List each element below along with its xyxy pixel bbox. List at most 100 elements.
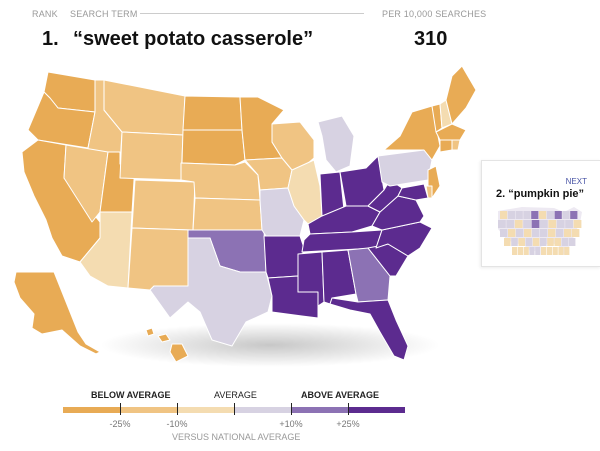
state-sd[interactable] xyxy=(181,129,246,166)
legend-tick xyxy=(120,403,121,415)
legend-tick-label: +25% xyxy=(336,419,360,429)
legend-swatch xyxy=(348,407,405,413)
thumbnail-cell xyxy=(523,247,529,255)
thumbnail-cell xyxy=(535,247,541,255)
rate-value: 310 xyxy=(414,28,448,50)
legend-tick-label: -10% xyxy=(166,419,188,429)
thumbnail-cell xyxy=(531,211,539,219)
us-choropleth-map xyxy=(13,65,477,367)
legend-tick-label: +10% xyxy=(279,419,303,429)
thumbnail-cell xyxy=(548,229,556,237)
thumbnail-cell xyxy=(515,211,523,219)
next-term-title[interactable]: 2. “pumpkin pie” xyxy=(496,188,585,200)
legend-color-bar xyxy=(63,407,405,413)
state-ct[interactable] xyxy=(439,139,453,153)
thumbnail-cell xyxy=(540,238,547,246)
state-nd[interactable] xyxy=(182,95,243,131)
state-az[interactable] xyxy=(79,211,133,289)
thumbnail-cell xyxy=(523,220,531,228)
thumbnail-cell xyxy=(529,247,535,255)
legend-swatch xyxy=(234,407,291,413)
thumbnail-cell xyxy=(556,220,565,228)
thumbnail-cell xyxy=(514,220,523,228)
thumbnail-cell xyxy=(532,229,540,237)
thumbnail-cell xyxy=(547,238,554,246)
thumbnail-cell xyxy=(558,247,564,255)
thumbnail-cell xyxy=(564,247,570,255)
thumbnail-cell xyxy=(564,229,572,237)
rank-header: RANK xyxy=(32,9,58,19)
legend-average-label: AVERAGE xyxy=(214,390,257,400)
state-md[interactable] xyxy=(397,183,429,201)
per-searches-header: PER 10,000 SEARCHES xyxy=(382,9,487,19)
rank-value: 1. xyxy=(42,28,59,50)
state-nv[interactable] xyxy=(63,144,109,223)
state-ak[interactable] xyxy=(13,271,101,355)
state-ri[interactable] xyxy=(451,139,461,151)
state-ks[interactable] xyxy=(192,197,263,231)
legend-tick xyxy=(291,403,292,415)
thumbnail-cell xyxy=(540,220,548,228)
thumbnail-cell xyxy=(525,238,533,246)
thumbnail-cell xyxy=(518,238,525,246)
thumbnail-cell xyxy=(500,229,508,237)
thumbnail-cell xyxy=(500,211,508,219)
thumbnail-cell xyxy=(546,211,554,219)
thumbnail-cell xyxy=(504,238,511,246)
thumbnail-cell xyxy=(561,238,569,246)
legend-swatch xyxy=(120,407,177,413)
thumbnail-cell xyxy=(498,220,506,228)
thumbnail-cell xyxy=(546,247,552,255)
next-term-panel[interactable]: NEXT 2. “pumpkin pie” xyxy=(481,160,600,267)
color-legend: BELOW AVERAGE AVERAGE ABOVE AVERAGE -25%… xyxy=(0,380,600,451)
state-mi[interactable] xyxy=(317,115,355,173)
legend-swatch xyxy=(63,407,120,413)
legend-above-label: ABOVE AVERAGE xyxy=(301,390,380,400)
state-co[interactable] xyxy=(131,179,196,231)
thumbnail-cell xyxy=(523,211,531,219)
legend-swatch xyxy=(177,407,234,413)
legend-tick xyxy=(177,403,178,415)
thumbnail-cell xyxy=(507,211,515,219)
thumbnail-cell xyxy=(572,229,580,237)
legend-tick-label: -25% xyxy=(109,419,131,429)
thumbnail-cell xyxy=(506,220,515,228)
state-fl[interactable] xyxy=(329,297,409,361)
state-pa[interactable] xyxy=(377,149,433,187)
legend-tick xyxy=(234,403,235,415)
next-map-thumbnail[interactable] xyxy=(492,203,586,261)
thumbnail-cell xyxy=(568,238,576,246)
thumbnail-cell xyxy=(548,220,557,228)
thumbnail-cell xyxy=(524,229,532,237)
state-me[interactable] xyxy=(445,65,477,125)
thumbnail-cell xyxy=(511,238,518,246)
state-ma[interactable] xyxy=(435,123,467,141)
state-hi[interactable] xyxy=(145,327,189,363)
thumbnail-cell xyxy=(573,220,582,228)
state-wy[interactable] xyxy=(119,131,184,181)
thumbnail-cell xyxy=(512,247,518,255)
state-nm[interactable] xyxy=(127,227,191,291)
legend-below-label: BELOW AVERAGE xyxy=(91,390,171,400)
thumbnail-cell xyxy=(554,211,562,219)
legend-caption: VERSUS NATIONAL AVERAGE xyxy=(172,432,301,442)
thumbnail-cell xyxy=(570,211,578,219)
thumbnail-cell xyxy=(541,247,547,255)
thumbnail-cell xyxy=(532,238,540,246)
thumbnail-cell xyxy=(531,220,540,228)
thumbnail-cell xyxy=(556,229,564,237)
thumbnail-cell xyxy=(517,247,523,255)
thumbnail-cell xyxy=(508,229,516,237)
thumbnail-cell xyxy=(540,229,548,237)
thumbnail-cell xyxy=(552,247,558,255)
search-term-value: “sweet potato casserole” xyxy=(73,28,314,50)
thumbnail-cell xyxy=(562,211,570,219)
thumbnail-cell xyxy=(516,229,524,237)
thumbnail-cell xyxy=(554,238,561,246)
thumbnail-cell xyxy=(539,211,547,219)
next-label[interactable]: NEXT xyxy=(565,177,587,186)
thumbnail-cell xyxy=(565,220,573,228)
search-term-header: SEARCH TERM xyxy=(70,9,138,19)
legend-tick xyxy=(348,403,349,415)
header-divider xyxy=(140,13,364,14)
